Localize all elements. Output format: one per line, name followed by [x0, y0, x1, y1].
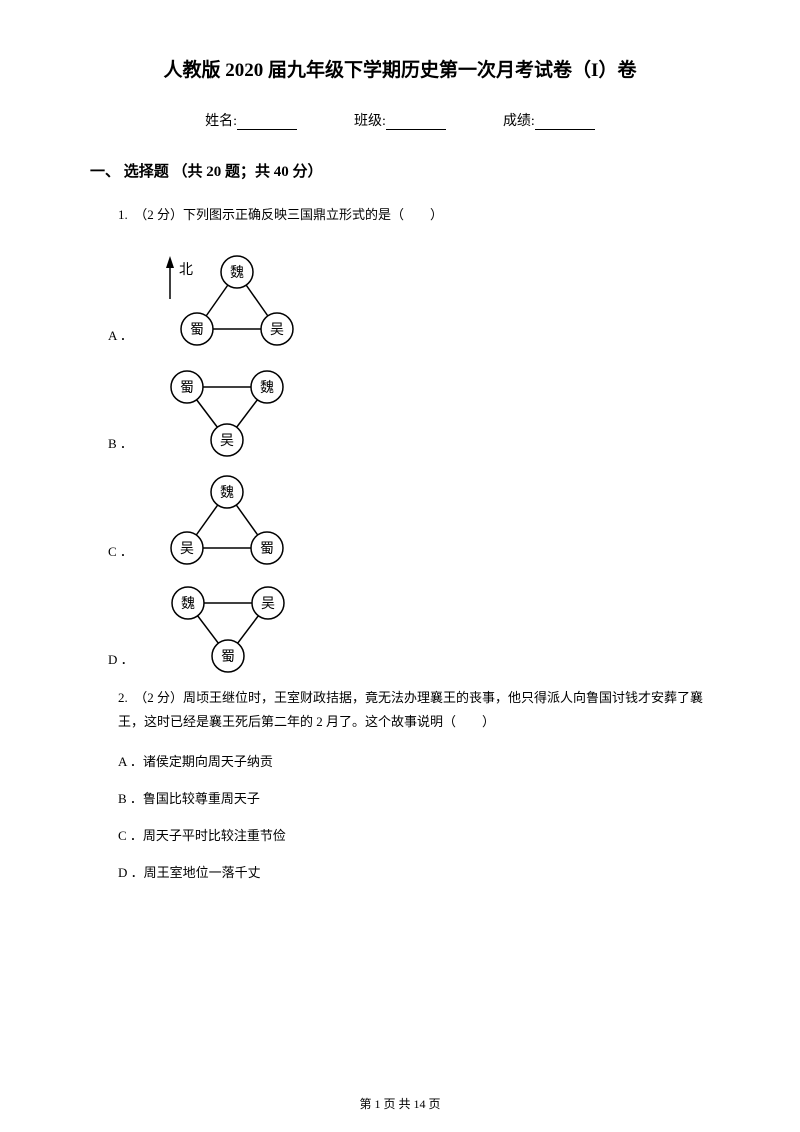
option-label-c: C ． — [108, 541, 133, 570]
score-blank — [535, 116, 595, 130]
q2-option-a: A ．诸侯定期向周天子纳贡 — [118, 751, 710, 770]
name-label: 姓名: — [205, 110, 237, 130]
svg-text:蜀: 蜀 — [260, 542, 274, 557]
diagram-b: 蜀 魏 吴 — [137, 362, 312, 462]
svg-text:吴: 吴 — [270, 323, 284, 338]
svg-text:蜀: 蜀 — [221, 650, 235, 665]
exam-title: 人教版 2020 届九年级下学期历史第一次月考试卷（I）卷 — [90, 55, 710, 82]
diagram-d: 魏 吴 蜀 — [138, 578, 313, 678]
q2-option-c: C ．周天子平时比较注重节俭 — [118, 825, 710, 844]
svg-text:北: 北 — [179, 262, 193, 278]
svg-text:魏: 魏 — [260, 380, 274, 396]
svg-text:蜀: 蜀 — [180, 381, 194, 396]
diagram-a: 北 魏 蜀 吴 — [137, 244, 312, 354]
svg-text:吴: 吴 — [261, 597, 275, 612]
diagram-c: 魏 吴 蜀 — [137, 470, 312, 570]
svg-text:魏: 魏 — [220, 485, 234, 501]
q1-option-b: B ． 蜀 魏 吴 — [108, 362, 710, 462]
option-label-d: D ． — [108, 649, 134, 678]
q1-option-c: C ． 魏 吴 蜀 — [108, 470, 710, 570]
question-1-text: 1. （2 分）下列图示正确反映三国鼎立形式的是（ ） — [118, 203, 710, 226]
svg-text:吴: 吴 — [180, 542, 194, 557]
section-heading: 一、 选择题 （共 20 题；共 40 分） — [90, 160, 710, 181]
class-label: 班级: — [354, 110, 386, 130]
option-label-b: B ． — [108, 433, 133, 462]
svg-text:蜀: 蜀 — [190, 323, 204, 338]
name-blank — [237, 116, 297, 130]
q2-option-d: D ．周王室地位一落千丈 — [118, 862, 710, 881]
score-label: 成绩: — [503, 110, 535, 130]
student-info-line: 姓名: 班级: 成绩: — [90, 110, 710, 130]
q2-option-b: B ．鲁国比较尊重周天子 — [118, 788, 710, 807]
svg-text:魏: 魏 — [181, 596, 195, 612]
svg-text:吴: 吴 — [220, 434, 234, 449]
q1-option-a: A ． 北 魏 蜀 吴 — [108, 244, 710, 354]
svg-text:魏: 魏 — [230, 265, 244, 281]
page-footer: 第 1 页 共 14 页 — [0, 1095, 800, 1112]
class-blank — [386, 116, 446, 130]
q1-option-d: D ． 魏 吴 蜀 — [108, 578, 710, 678]
question-2-text: 2. （2 分）周顷王继位时，王室财政拮据，竟无法办理襄王的丧事，他只得派人向鲁… — [118, 686, 710, 733]
option-label-a: A ． — [108, 325, 133, 354]
